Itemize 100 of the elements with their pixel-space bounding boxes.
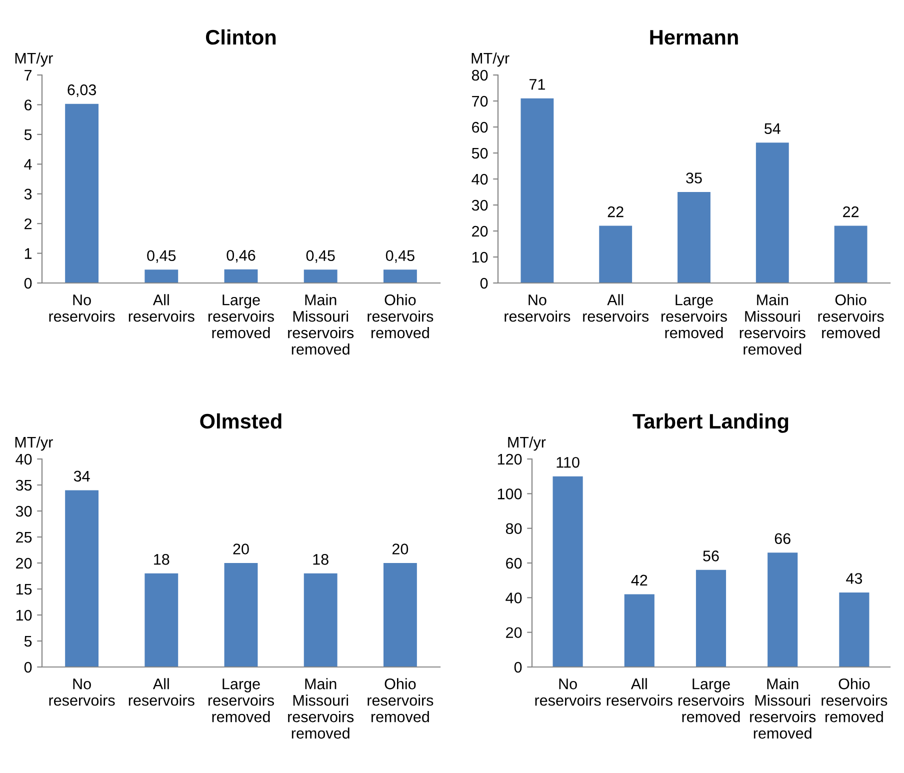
bar [552, 476, 583, 667]
data-label: 6,03 [68, 84, 96, 98]
bar [520, 98, 554, 283]
bar [304, 573, 338, 667]
data-label: 22 [843, 206, 859, 218]
x-tick-label: Ohio reservoirs removed [822, 678, 888, 722]
y-tick-label: 3 [24, 188, 32, 200]
data-label: 35 [686, 172, 702, 184]
data-label: 42 [631, 574, 648, 586]
x-tick-label: All reservoirs [128, 294, 194, 322]
chart-title: Tarbert Landing [632, 413, 788, 433]
data-label: 71 [529, 79, 545, 90]
y-tick-label: 5 [24, 636, 32, 647]
bar [144, 573, 178, 667]
y-tick-label: 40 [472, 174, 488, 185]
y-tick-label: 0 [480, 278, 488, 289]
x-tick-label: All reservoirs [128, 678, 194, 706]
data-label: 43 [846, 573, 862, 584]
y-tick-label: 50 [472, 148, 488, 159]
chart-title: Hermann [650, 30, 738, 45]
y-tick-label: 0 [24, 662, 32, 673]
y-tick-label: 120 [498, 454, 522, 465]
x-tick-label: Large reservoirs removed [208, 678, 274, 722]
bar [65, 490, 99, 667]
x-tick-label: No reservoirs [49, 294, 115, 322]
y-tick-label: 70 [472, 96, 488, 107]
y-tick-label: 35 [16, 480, 32, 491]
x-tick-label: Ohio reservoirs removed [368, 678, 434, 722]
bar [383, 270, 417, 283]
y-tick-label: 0 [24, 278, 32, 289]
y-tick-label: 80 [472, 70, 488, 81]
data-label: 0,45 [306, 250, 335, 263]
y-tick-label: 25 [16, 532, 32, 543]
bar [304, 270, 338, 283]
data-label: 20 [392, 544, 408, 554]
bar [839, 592, 870, 667]
y-tick-label: 6 [24, 100, 32, 110]
y-axis-title: MT/yr [508, 436, 546, 451]
y-tick-label: 20 [472, 226, 488, 237]
bar [383, 563, 417, 667]
y-tick-label: 2 [24, 218, 32, 230]
x-tick-label: Large reservoirs removed [661, 294, 727, 338]
x-tick-label: Large reservoirs removed [678, 678, 744, 722]
bar [768, 552, 798, 667]
x-tick-label: All reservoirs [583, 294, 649, 322]
bar [624, 594, 654, 667]
y-tick-label: 4 [24, 159, 32, 170]
data-label: 54 [764, 123, 780, 134]
x-tick-label: Main Missouri reservoirs removed [750, 678, 816, 739]
data-label: 0,45 [386, 250, 414, 263]
data-label: 18 [154, 554, 170, 565]
x-tick-label: Large reservoirs removed [208, 294, 274, 338]
x-tick-label: No reservoirs [535, 678, 601, 706]
y-tick-label: 80 [506, 523, 522, 534]
bar [599, 226, 632, 283]
bar [756, 142, 789, 283]
bar [224, 563, 258, 667]
y-tick-label: 100 [498, 488, 522, 500]
y-tick-label: 40 [506, 592, 522, 604]
data-label: 22 [608, 206, 624, 218]
y-tick-label: 1 [24, 248, 32, 259]
y-tick-label: 5 [24, 129, 32, 140]
x-tick-label: Main Missouri reservoirs removed [288, 294, 354, 355]
y-axis-title: MT/yr [15, 436, 53, 451]
x-tick-label: Ohio reservoirs removed [818, 294, 884, 338]
x-tick-label: Main Missouri reservoirs removed [288, 678, 354, 739]
bar [834, 226, 868, 283]
y-axis-title: MT/yr [15, 52, 53, 67]
x-tick-label: No reservoirs [504, 294, 570, 322]
y-tick-label: 10 [16, 610, 32, 621]
y-tick-label: 30 [472, 200, 488, 211]
data-label: 66 [774, 533, 790, 544]
data-label: 56 [703, 550, 719, 562]
bar [224, 269, 258, 283]
y-tick-label: 10 [472, 252, 488, 263]
data-label: 20 [233, 544, 249, 554]
y-tick-label: 40 [16, 454, 32, 465]
y-tick-label: 15 [16, 584, 32, 595]
bar [696, 570, 726, 667]
data-label: 18 [313, 554, 328, 565]
y-tick-label: 60 [472, 122, 488, 133]
chart-title: Clinton [206, 29, 276, 45]
bar [678, 192, 710, 283]
y-tick-label: 30 [16, 506, 32, 517]
y-tick-label: 0 [514, 662, 522, 673]
x-tick-label: Main Missouri reservoirs removed [740, 294, 806, 355]
chart-title: Olmsted [200, 413, 282, 429]
y-tick-label: 7 [24, 70, 32, 81]
y-tick-label: 20 [506, 627, 522, 638]
bar [144, 270, 178, 283]
x-tick-label: All reservoirs [606, 678, 672, 706]
data-label: 110 [556, 456, 580, 468]
x-tick-label: No reservoirs [49, 678, 115, 706]
y-axis-title: MT/yr [472, 52, 510, 67]
data-label: 34 [74, 470, 90, 482]
x-tick-label: Ohio reservoirs removed [368, 294, 434, 338]
data-label: 0,46 [226, 250, 256, 263]
data-label: 0,45 [147, 250, 176, 263]
y-tick-label: 60 [506, 558, 522, 569]
bar [65, 104, 99, 283]
